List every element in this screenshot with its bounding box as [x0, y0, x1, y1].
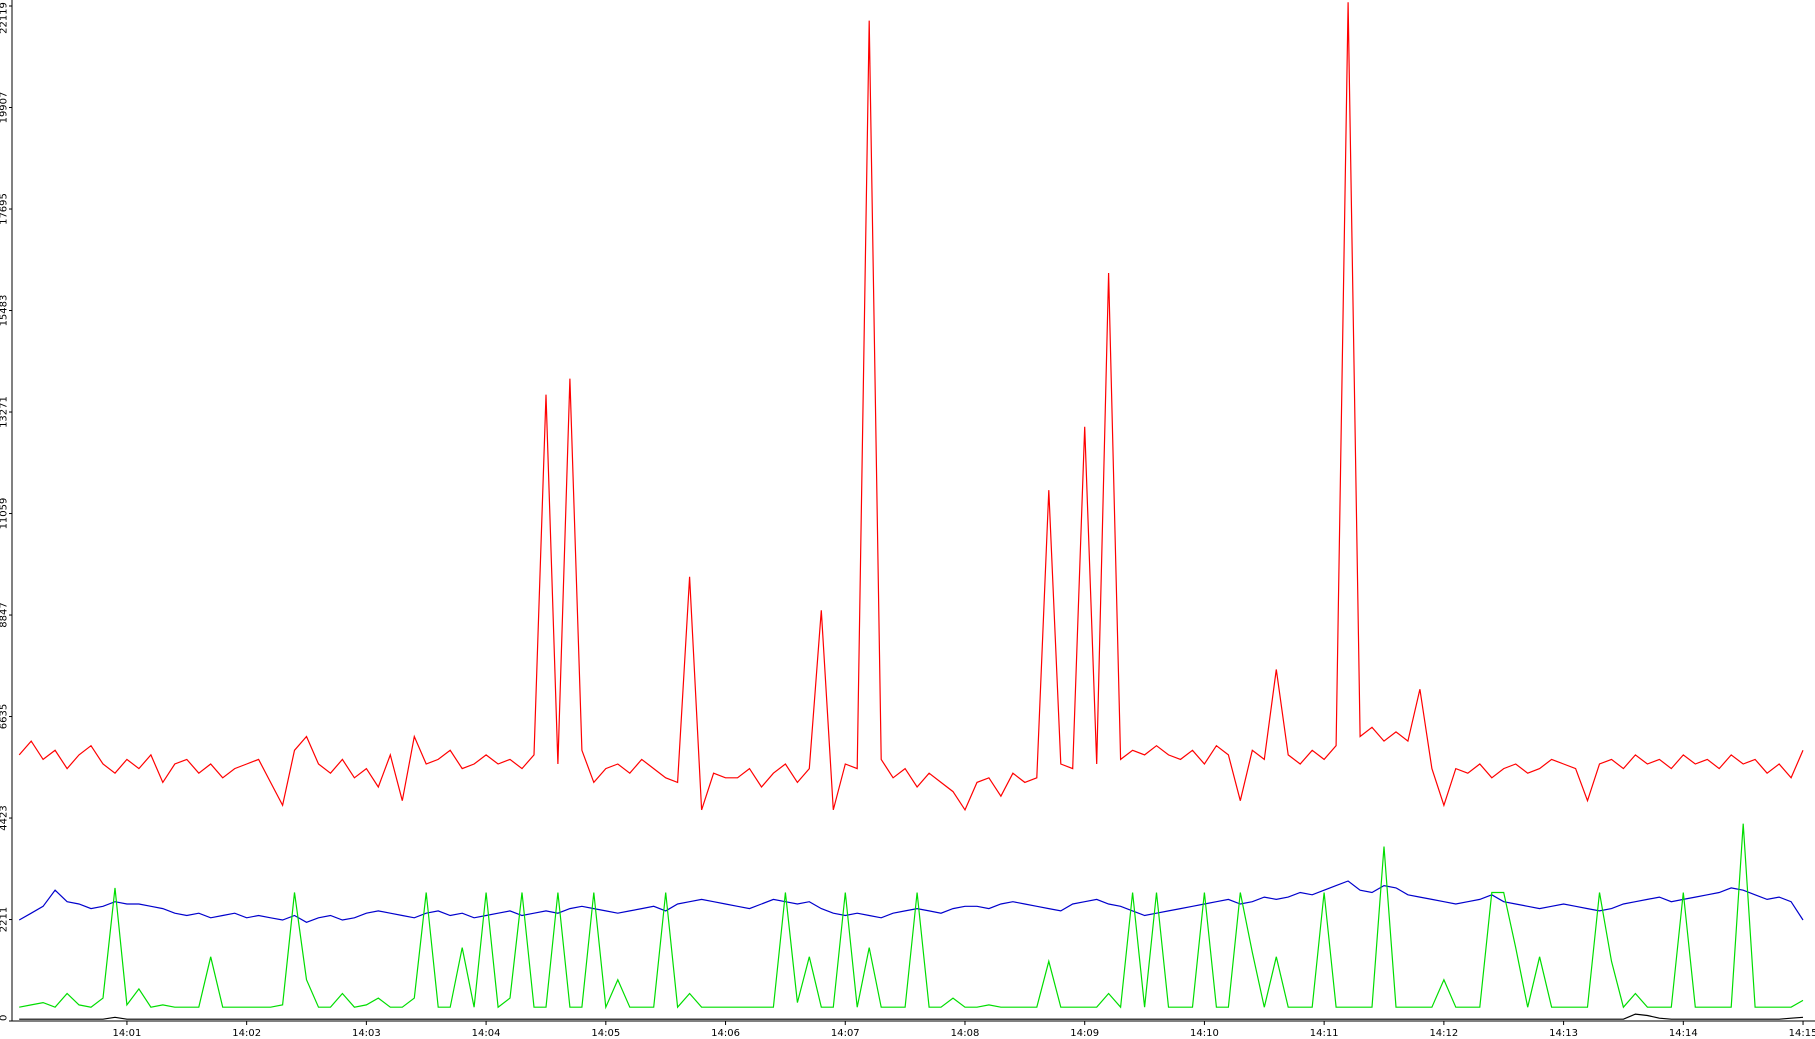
y-tick-label: 0 [0, 1015, 9, 1021]
y-tick-label: 22119 [0, 2, 9, 34]
x-tick-label: 14:08 [951, 1028, 980, 1039]
x-tick-label: 14:07 [831, 1028, 860, 1039]
x-tick-label: 14:03 [352, 1028, 381, 1039]
series-line [18, 2, 1804, 812]
series-line [19, 1013, 1804, 1020]
y-tick-label: 19907 [0, 92, 9, 124]
x-tick-label: 14:11 [1310, 1028, 1339, 1039]
x-tick-label: 14:02 [232, 1028, 261, 1039]
y-tick-label: 13271 [0, 396, 9, 428]
x-tick-label: 14:15 [1789, 1028, 1815, 1039]
x-tick-label: 14:13 [1549, 1028, 1578, 1039]
x-tick-label: 14:05 [591, 1028, 620, 1039]
y-tick-label: 15483 [0, 295, 9, 327]
y-tick-label: 2211 [0, 907, 9, 932]
x-tick-label: 14:01 [113, 1028, 142, 1039]
y-tick-label: 17695 [0, 193, 9, 225]
x-tick-label: 14:14 [1669, 1028, 1698, 1039]
x-tick-label: 14:12 [1429, 1028, 1458, 1039]
x-tick-label: 14:06 [711, 1028, 740, 1039]
x-tick-label: 14:10 [1190, 1028, 1219, 1039]
series-line [18, 880, 1804, 923]
y-tick-label: 11059 [0, 498, 9, 530]
y-tick-label: 6635 [0, 704, 9, 729]
x-tick-label: 14:09 [1070, 1028, 1099, 1039]
y-tick-label: 4423 [0, 805, 9, 830]
x-tick-label: 14:04 [472, 1028, 501, 1039]
y-tick-label: 8847 [0, 602, 9, 627]
series-line [19, 823, 1804, 1010]
